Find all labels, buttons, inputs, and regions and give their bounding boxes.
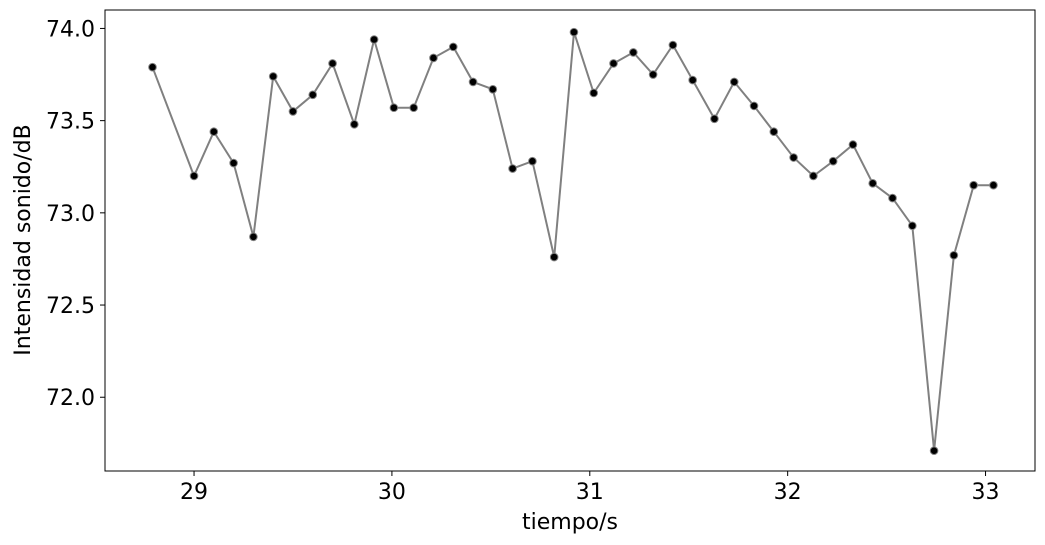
y-tick-label: 73.5 (46, 110, 95, 135)
x-tick-label: 31 (576, 480, 604, 505)
data-point (909, 222, 917, 230)
data-point (329, 60, 337, 68)
data-point (250, 233, 258, 241)
x-tick-label: 30 (378, 480, 406, 505)
x-tick-label: 32 (774, 480, 802, 505)
data-point (550, 253, 558, 261)
data-point (529, 157, 537, 165)
series-markers (149, 28, 998, 454)
data-point (950, 251, 958, 259)
y-tick-label: 72.5 (46, 294, 95, 319)
data-point (649, 71, 657, 79)
data-point (269, 73, 277, 81)
data-point (469, 78, 477, 86)
data-point (210, 128, 218, 136)
data-point (730, 78, 738, 86)
data-point (449, 43, 457, 51)
data-point (930, 447, 938, 455)
data-point (810, 172, 818, 180)
data-point (590, 89, 598, 97)
data-point (689, 76, 697, 84)
series-line (153, 32, 994, 451)
data-point (489, 85, 497, 93)
data-point (610, 60, 618, 68)
data-point (309, 91, 317, 99)
x-tick-label: 33 (972, 480, 1000, 505)
data-point (829, 157, 837, 165)
data-point (410, 104, 418, 112)
data-point (351, 121, 359, 129)
data-point (390, 104, 398, 112)
data-point (630, 49, 638, 57)
data-point (750, 102, 758, 110)
y-tick-label: 72.0 (46, 386, 95, 411)
data-point (190, 172, 198, 180)
x-tick-label: 29 (180, 480, 208, 505)
data-point (370, 36, 378, 44)
y-tick-label: 74.0 (46, 17, 95, 42)
data-point (289, 108, 297, 116)
data-point (889, 194, 897, 202)
data-point (509, 165, 517, 173)
data-point (990, 181, 998, 189)
data-point (149, 63, 157, 71)
data-point (790, 154, 798, 162)
data-point (570, 28, 578, 36)
data-point (669, 41, 677, 49)
data-point (230, 159, 238, 167)
y-axis-label: Intensidad sonido/dB (11, 124, 36, 355)
y-axis-ticks: 72.0 72.5 73.0 73.5 74.0 (46, 17, 105, 411)
y-tick-label: 73.0 (46, 202, 95, 227)
data-point (970, 181, 978, 189)
x-axis-label: tiempo/s (522, 510, 618, 535)
data-point (869, 180, 877, 188)
x-axis-ticks: 29 30 31 32 33 (180, 471, 999, 505)
data-point (849, 141, 857, 149)
data-point (711, 115, 719, 123)
data-point (430, 54, 438, 62)
data-point (770, 128, 778, 136)
